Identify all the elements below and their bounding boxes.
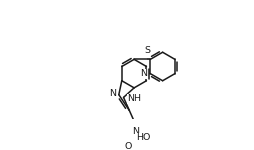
- Text: O: O: [125, 142, 132, 150]
- Text: N: N: [140, 69, 147, 78]
- Text: S: S: [145, 46, 151, 55]
- Text: N: N: [132, 127, 139, 136]
- Text: NH: NH: [128, 94, 141, 103]
- Text: N: N: [109, 89, 116, 98]
- Text: HO: HO: [136, 133, 151, 142]
